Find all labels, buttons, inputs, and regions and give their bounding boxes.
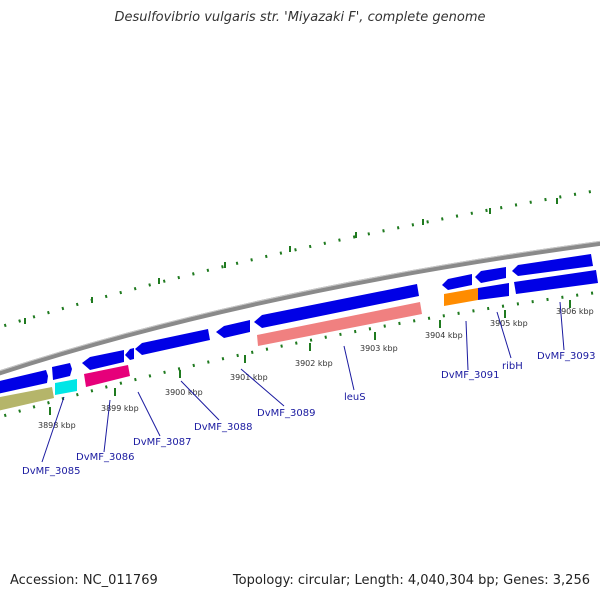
gene-arrow[interactable] <box>475 267 506 283</box>
gene-arrow[interactable] <box>82 350 124 370</box>
gene-label[interactable]: DvMF_3093 <box>537 351 595 362</box>
scale-label: 3904 kbp <box>425 331 463 340</box>
trna-leuS[interactable] <box>257 302 422 346</box>
gene-label[interactable]: DvMF_3086 <box>76 452 134 463</box>
scale-label: 3899 kbp <box>101 404 139 413</box>
topology-text: Topology: circular; Length: 4,040,304 bp… <box>232 573 590 588</box>
scale-label: 3903 kbp <box>360 344 398 353</box>
inner-tick-track <box>0 290 600 419</box>
gene-label[interactable]: DvMF_3089 <box>257 408 315 419</box>
scale-label: 3902 kbp <box>295 359 333 368</box>
gene-label[interactable]: DvMF_3087 <box>133 437 191 448</box>
gene-leader-lines <box>41 301 565 463</box>
scale-label: 3898 kbp <box>38 421 76 430</box>
gene-arrow[interactable] <box>0 370 48 394</box>
gene-arrow[interactable] <box>55 379 77 395</box>
scale-label: 3900 kbp <box>165 388 203 397</box>
scale-label: 3906 kbp <box>556 307 594 316</box>
gene-arrow[interactable] <box>478 283 509 300</box>
genome-backbone <box>0 240 600 376</box>
scale-label: 3901 kbp <box>230 373 268 382</box>
gene-arrow[interactable] <box>444 288 478 306</box>
gene-arrow[interactable] <box>84 365 130 387</box>
gene-label[interactable]: ribH <box>502 361 523 372</box>
outer-major-ticks <box>24 198 558 324</box>
gene-arrow[interactable] <box>254 284 419 328</box>
scale-label: 3905 kbp <box>490 319 528 328</box>
gene-label[interactable]: DvMF_3085 <box>22 466 80 477</box>
gene-arrow[interactable] <box>442 274 472 290</box>
gene-arrow[interactable] <box>512 254 593 276</box>
gene-arrow[interactable] <box>135 329 210 355</box>
forward-genes <box>0 254 593 394</box>
gene-label[interactable]: leuS <box>344 392 366 403</box>
gene-label[interactable]: DvMF_3091 <box>441 370 499 381</box>
gene-arrow[interactable] <box>216 320 250 338</box>
genome-backbone-highlight <box>0 240 600 372</box>
gene-arrow[interactable] <box>125 348 134 360</box>
accession-text: Accession: NC_011769 <box>10 573 158 588</box>
gene-arrow[interactable] <box>514 270 598 294</box>
gene-label[interactable]: DvMF_3088 <box>194 422 252 433</box>
inner-major-ticks <box>49 300 571 415</box>
reverse-genes <box>0 270 598 411</box>
gene-arrow[interactable] <box>52 363 72 380</box>
gene-arrow[interactable] <box>0 387 54 411</box>
map-title: Desulfovibrio vulgaris str. 'Miyazaki F'… <box>114 10 486 25</box>
